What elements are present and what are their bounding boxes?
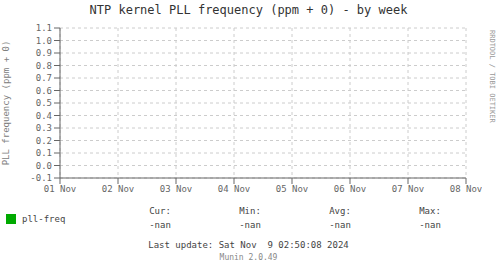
svg-text:0.8: 0.8 [36,61,52,71]
svg-text:PLL frequency (ppm + 0): PLL frequency (ppm + 0) [8,41,11,166]
html-text:Avg:: Avg: [329,206,351,216]
svg-text:0.7: 0.7 [36,73,52,83]
html-text:Last update: Sat Nov 9 02:50:0: Last update: Sat Nov 9 02:50:08 2024 [148,240,349,250]
html-text:-nan: -nan [329,220,351,230]
svg-text:06 Nov: 06 Nov [334,184,367,194]
svg-text:0.1: 0.1 [36,148,52,158]
html-text:Min:: Min: [239,206,261,216]
html-text:Max:: Max: [419,206,441,216]
html-text:NTP kernel PLL frequency (ppm: NTP kernel PLL frequency (ppm + 0) - by … [89,3,408,17]
html-text:-nan: -nan [419,220,441,230]
svg-text:0.6: 0.6 [36,86,52,96]
svg-text:0.9: 0.9 [36,48,52,58]
html-text:-nan: -nan [149,220,171,230]
svg-text:0.0: 0.0 [36,161,52,171]
svg-text:1.1: 1.1 [36,23,52,33]
svg-text:08 Nov: 08 Nov [450,184,482,194]
svg-text:1.0: 1.0 [36,36,52,46]
html-text:pll-freq: pll-freq [22,214,66,224]
svg-text:04 Nov: 04 Nov [218,184,251,194]
svg-text:0.2: 0.2 [36,136,52,146]
svg-text:03 Nov: 03 Nov [160,184,193,194]
svg-text:0.3: 0.3 [36,123,52,133]
svg-text:02 Nov: 02 Nov [102,184,135,194]
html-text:RRDTOOL / TOBI OETIKER: RRDTOOL / TOBI OETIKER [488,30,496,123]
html-text:-nan: -nan [239,220,261,230]
svg-text:05 Nov: 05 Nov [276,184,309,194]
html-text:Cur:: Cur: [149,206,171,216]
svg-text:-0.1: -0.1 [30,173,52,183]
svg-text:07 Nov: 07 Nov [392,184,425,194]
svg-text:01 Nov: 01 Nov [44,184,77,194]
svg-text:0.5: 0.5 [36,98,52,108]
html-text:Munin 2.0.49: Munin 2.0.49 [219,253,278,262]
svg-text:0.4: 0.4 [36,111,52,121]
